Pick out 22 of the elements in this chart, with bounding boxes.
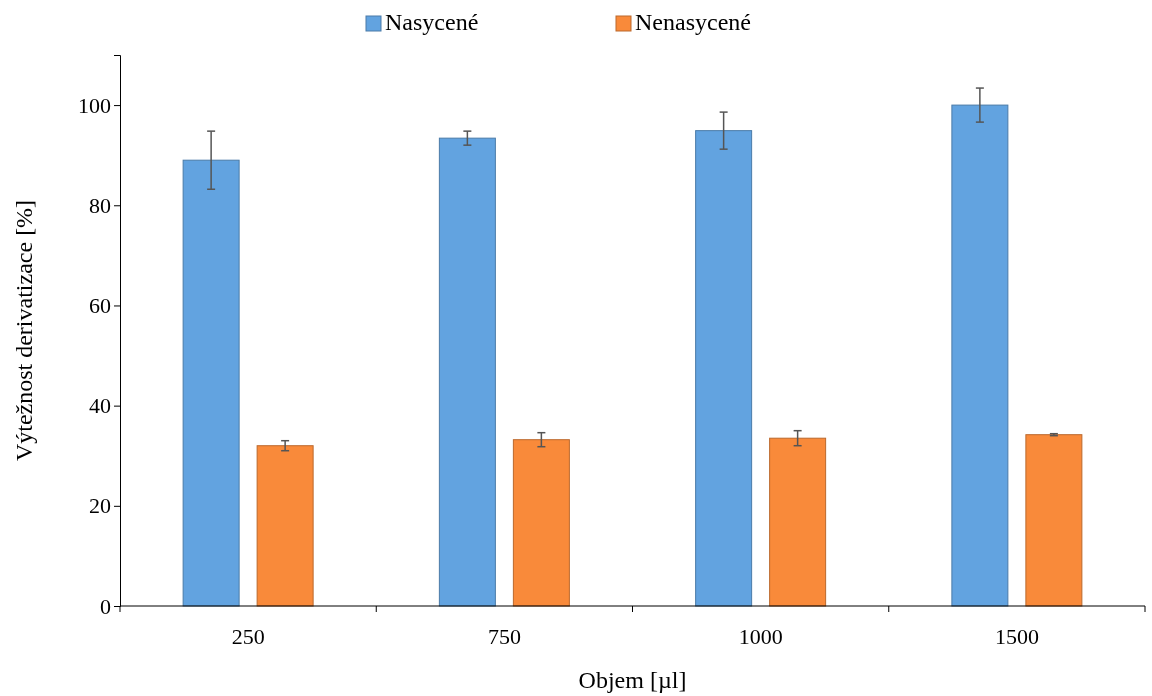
y-tick-label: 40 (89, 393, 111, 419)
y-tick-label: 20 (89, 493, 111, 519)
bar (256, 445, 314, 607)
bar (1025, 434, 1083, 607)
x-tick-label: 250 (231, 624, 265, 649)
bar (695, 130, 753, 607)
y-tick-label: 100 (78, 92, 111, 118)
bar (769, 437, 827, 607)
bar (512, 439, 570, 607)
bar (438, 137, 496, 607)
x-tick-label: 1500 (994, 624, 1039, 649)
legend-label: Nenasycené (635, 9, 751, 35)
x-axis-title: Objem [µl] (578, 667, 687, 693)
legend-label: Nasycené (385, 9, 479, 35)
y-tick-label: 0 (100, 593, 111, 619)
y-tick-label: 60 (89, 292, 111, 318)
y-axis-title: Výtežnost derivatizace [%] (11, 199, 37, 462)
y-tick-label: 80 (89, 192, 111, 218)
x-tick-label: 750 (487, 624, 521, 649)
bar (182, 159, 240, 607)
bar (951, 104, 1009, 607)
x-tick-label: 1000 (738, 624, 783, 649)
